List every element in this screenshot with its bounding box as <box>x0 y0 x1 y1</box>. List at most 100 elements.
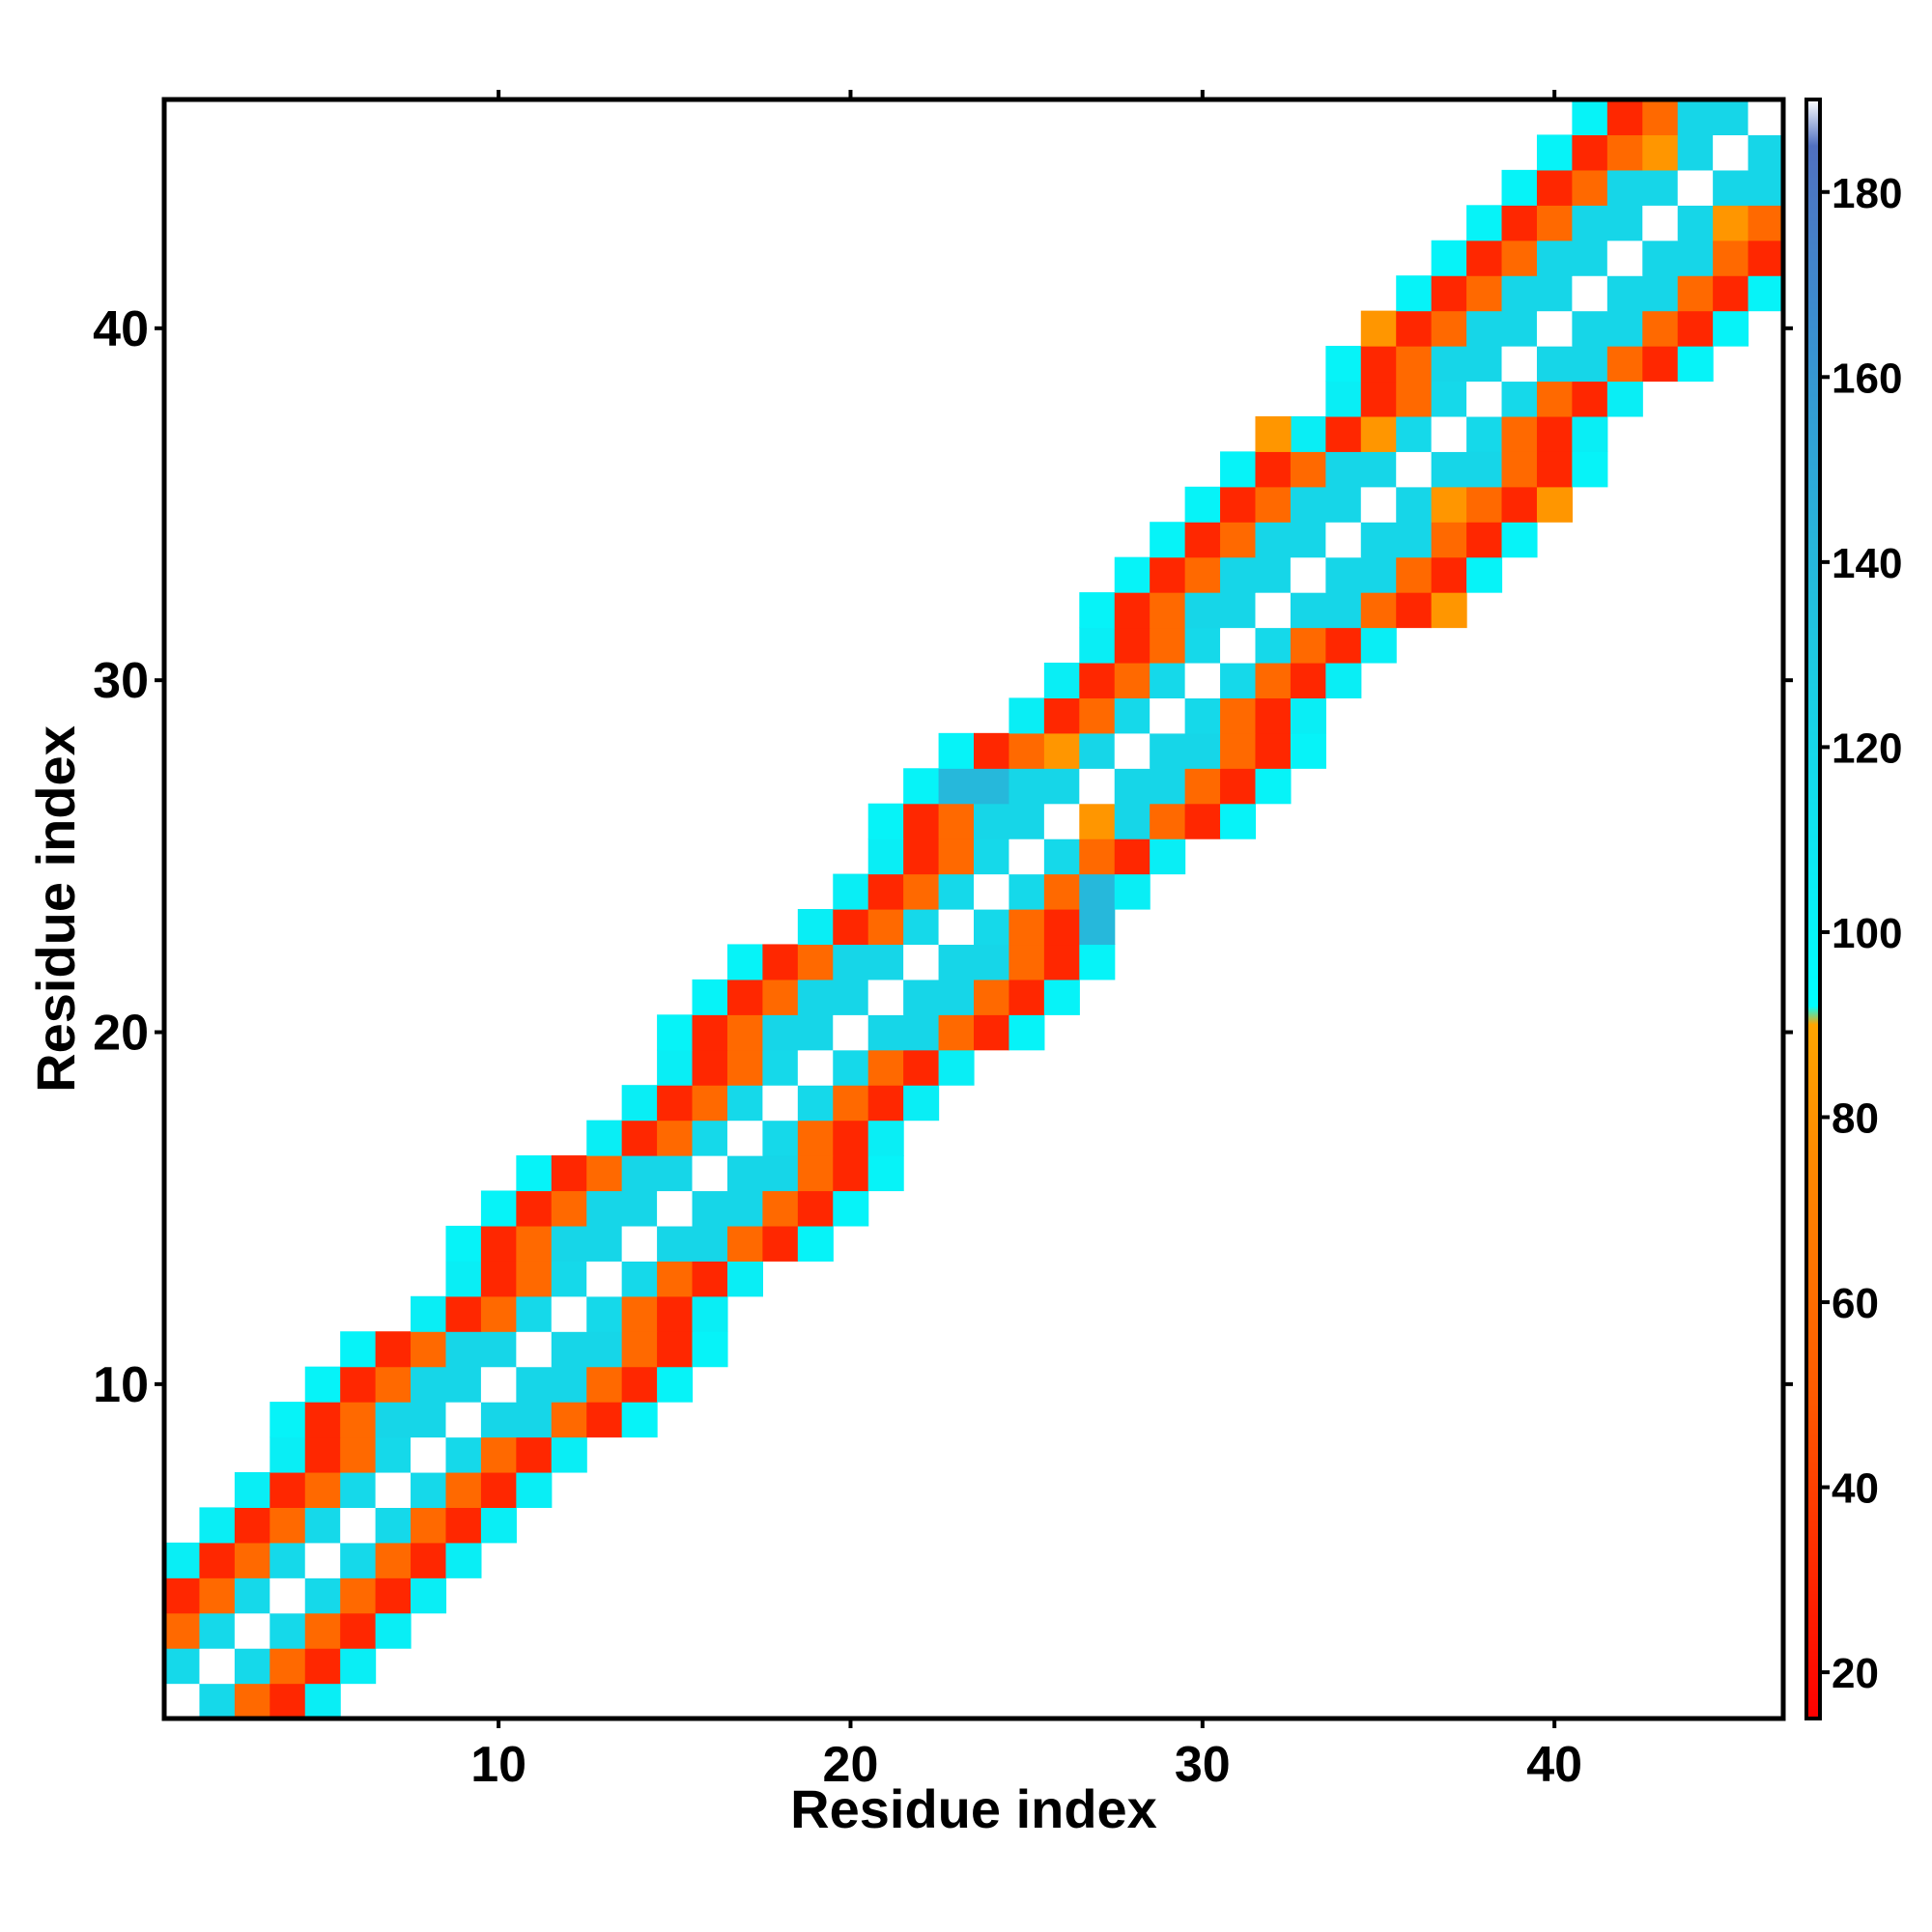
heatmap-cell <box>516 1436 553 1473</box>
heatmap-cell <box>340 1507 377 1544</box>
heatmap-cell <box>1466 240 1503 276</box>
heatmap-cell <box>411 1436 447 1473</box>
heatmap-cell <box>1501 169 1538 206</box>
heatmap-cell <box>551 1225 587 1262</box>
heatmap-cell <box>1466 556 1503 593</box>
heatmap-cell <box>1642 346 1679 383</box>
heatmap-cell <box>1220 486 1257 523</box>
heatmap-cell <box>1747 169 1784 206</box>
heatmap-cell <box>692 1331 728 1368</box>
heatmap-cell <box>797 1014 834 1051</box>
heatmap-cell <box>411 1471 447 1508</box>
heatmap-cell <box>1184 486 1221 523</box>
heatmap-cell <box>445 1295 482 1332</box>
heatmap-cell <box>1325 381 1362 417</box>
heatmap-cell <box>1150 592 1186 629</box>
heatmap-cell <box>1325 522 1362 558</box>
x-axis-ticks: 10 20 30 40 <box>470 90 1582 1793</box>
heatmap-cell <box>657 1331 694 1368</box>
heatmap-cell <box>762 1225 799 1262</box>
heatmap-cell <box>1043 873 1080 910</box>
heatmap-cell <box>411 1331 447 1368</box>
heatmap-cell <box>270 1436 306 1473</box>
heatmap-cell <box>1043 979 1080 1015</box>
heatmap-cell <box>551 1402 587 1438</box>
heatmap-cell <box>1466 415 1503 452</box>
heatmap-cell <box>1360 346 1397 383</box>
heatmap-cell <box>1747 205 1784 242</box>
heatmap-cell <box>1150 838 1186 875</box>
heatmap-cell <box>234 1471 270 1508</box>
heatmap-cell <box>1642 310 1679 347</box>
heatmap-cell <box>1360 627 1397 664</box>
heatmap-cell <box>304 1683 341 1719</box>
heatmap-cell <box>1536 169 1573 206</box>
heatmap-cell <box>797 1190 834 1227</box>
heatmap-cell <box>234 1648 270 1685</box>
heatmap-cell <box>1642 275 1679 312</box>
heatmap-cell <box>480 1436 517 1473</box>
heatmap-cell <box>234 1577 270 1614</box>
heatmap-cell <box>1150 522 1186 558</box>
colorbar-tick-label: 40 <box>1832 1465 1879 1513</box>
heatmap-cell <box>1043 838 1080 875</box>
heatmap-cell <box>797 909 834 946</box>
heatmap-cell <box>445 1436 482 1473</box>
heatmap-cell <box>1572 451 1608 488</box>
heatmap-cell <box>1360 592 1397 629</box>
heatmap-cell <box>445 1402 482 1438</box>
heatmap-cell <box>726 1085 763 1122</box>
heatmap-cell <box>1150 803 1186 839</box>
heatmap-cell <box>1606 169 1643 206</box>
heatmap-cell <box>938 909 975 946</box>
heatmap-cell <box>974 838 1010 875</box>
heatmap-cell <box>340 1542 377 1578</box>
heatmap-cell <box>1079 944 1116 980</box>
heatmap-cell <box>692 1120 728 1156</box>
heatmap-cell <box>1184 768 1221 805</box>
heatmap-cell <box>1396 415 1433 452</box>
heatmap-cell <box>1150 732 1186 769</box>
heatmap-cell <box>304 1542 341 1578</box>
heatmap-cell <box>516 1402 553 1438</box>
heatmap-cell <box>411 1366 447 1403</box>
heatmap-cell <box>692 1295 728 1332</box>
heatmap-cell <box>375 1402 412 1438</box>
heatmap-cell <box>1677 275 1714 312</box>
heatmap-cell <box>726 1155 763 1192</box>
heatmap-cell <box>867 944 904 980</box>
heatmap-cell <box>762 979 799 1015</box>
heatmap-cell <box>1325 451 1362 488</box>
heatmap-cell <box>833 1190 869 1227</box>
heatmap-cell <box>1079 873 1116 910</box>
heatmap-cell <box>340 1331 377 1368</box>
heatmap-cell <box>304 1612 341 1649</box>
heatmap-cell <box>1255 592 1292 629</box>
heatmap-cell <box>1114 732 1151 769</box>
heatmap-cell <box>657 1155 694 1192</box>
heatmap-cell <box>974 732 1010 769</box>
heatmap-cell <box>1606 346 1643 383</box>
x-axis-title: Residue index <box>790 1778 1157 1839</box>
y-tick-label: 30 <box>93 653 149 709</box>
heatmap-cell <box>1043 803 1080 839</box>
heatmap-cell <box>1396 346 1433 383</box>
heatmap-cell <box>1713 169 1749 206</box>
heatmap-cell <box>1572 169 1608 206</box>
heatmap-cell <box>1114 803 1151 839</box>
heatmap-cell <box>1290 662 1326 698</box>
heatmap-cell <box>903 979 940 1015</box>
heatmap-cell <box>867 1014 904 1051</box>
heatmap-cell <box>1325 346 1362 383</box>
heatmap-cell <box>1501 310 1538 347</box>
heatmap-cell <box>726 1049 763 1086</box>
y-axis-title: Residue index <box>25 725 86 1093</box>
heatmap-cell <box>1043 944 1080 980</box>
heatmap-cell <box>270 1542 306 1578</box>
heatmap-cell <box>797 1049 834 1086</box>
heatmap-cell <box>1713 134 1749 171</box>
heatmap-cell <box>1255 556 1292 593</box>
heatmap-cell <box>657 1366 694 1403</box>
heatmap-cell <box>1114 662 1151 698</box>
heatmap-cell <box>1255 732 1292 769</box>
